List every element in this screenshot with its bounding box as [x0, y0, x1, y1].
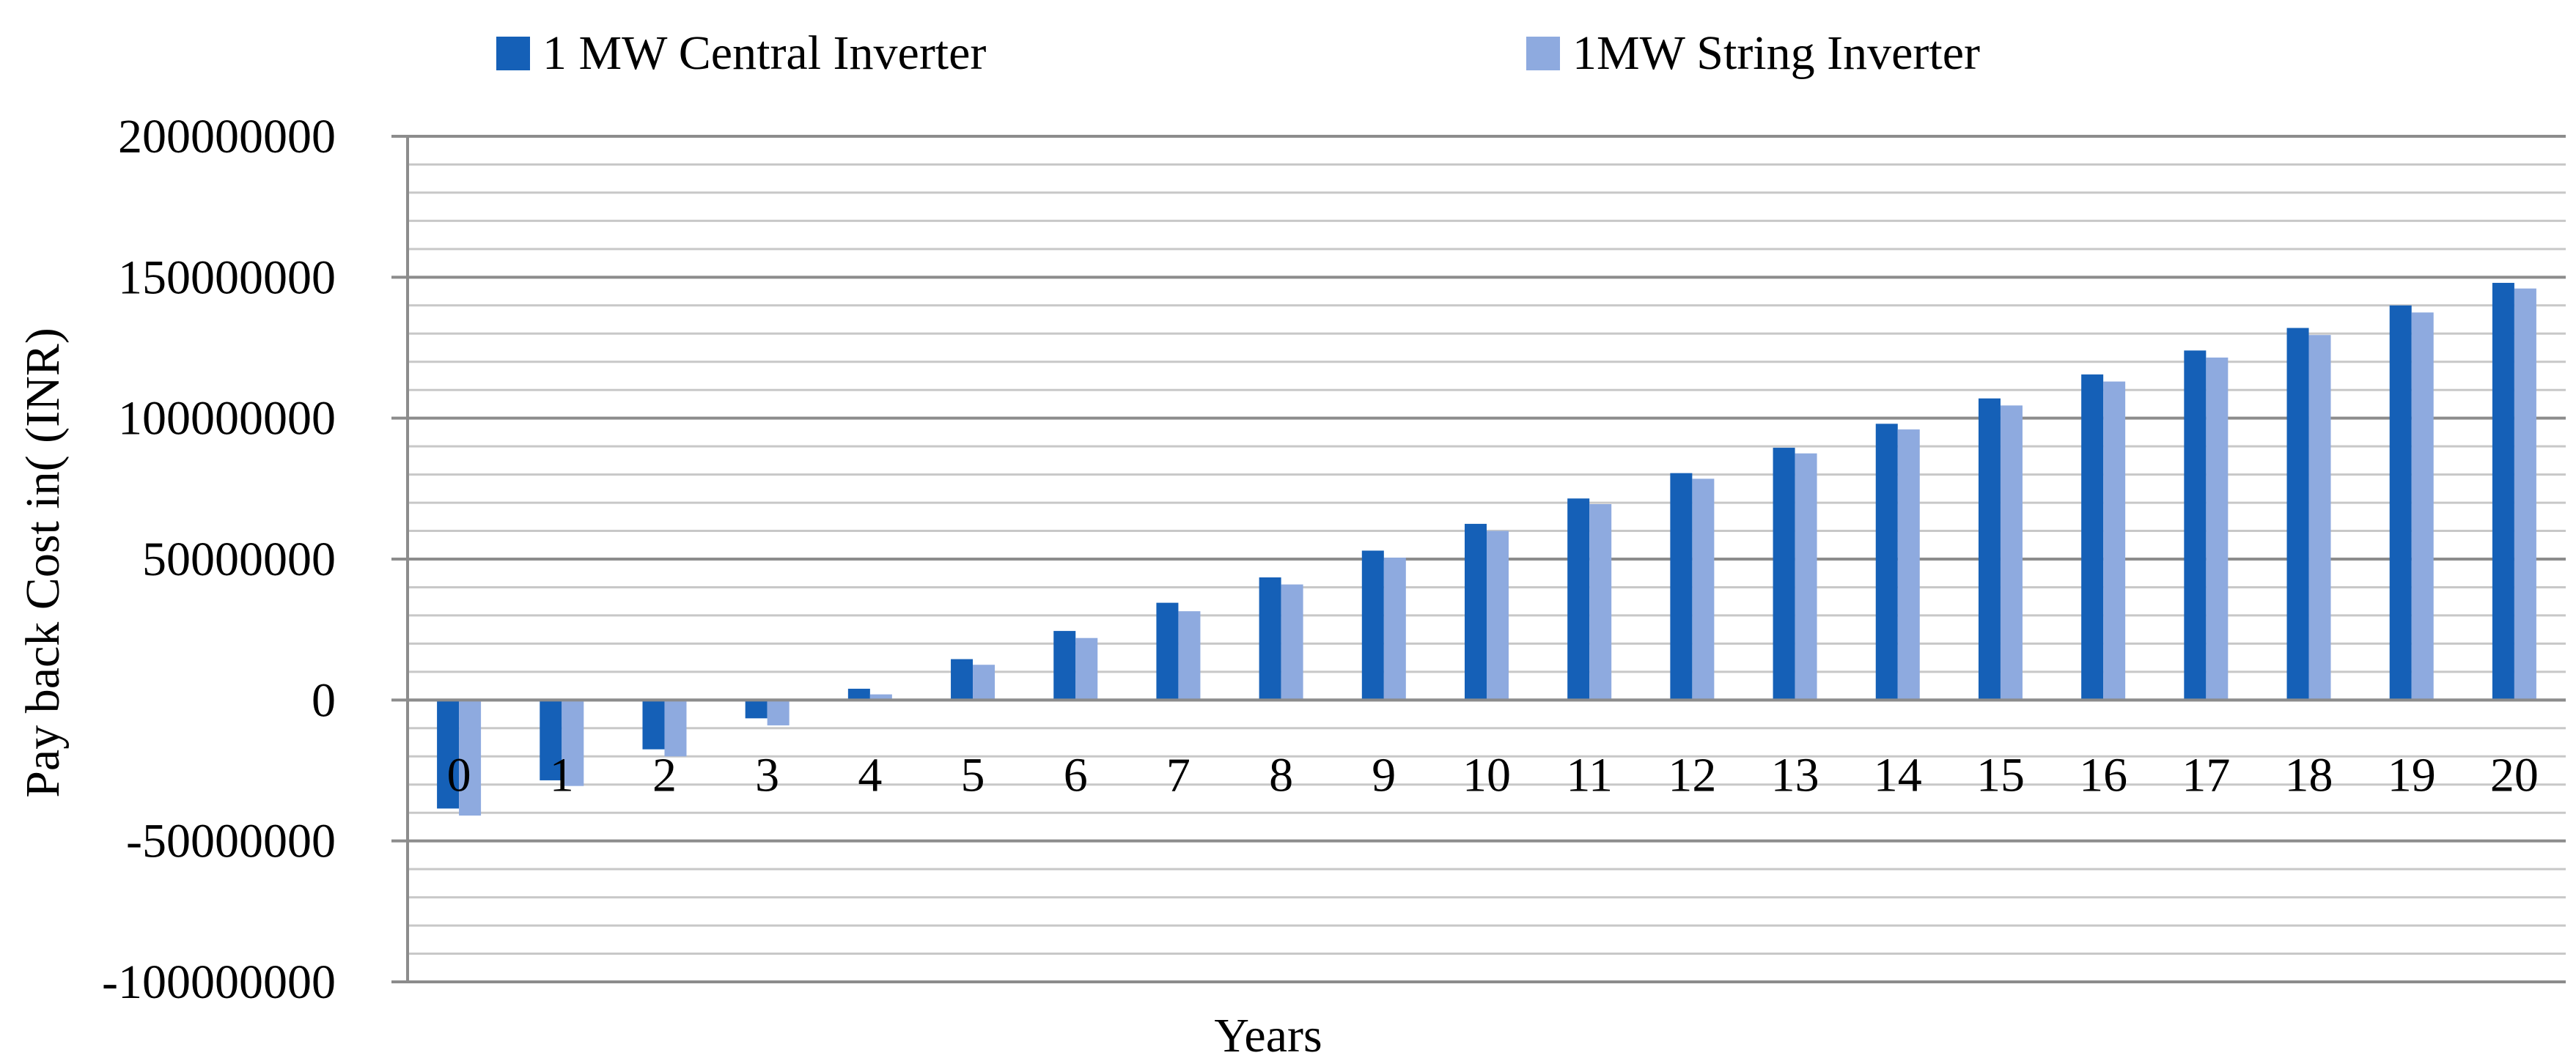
bar-central-year-6 — [1053, 631, 1076, 700]
bar-string-year-10 — [1487, 530, 1509, 700]
x-tick-label: 17 — [2182, 748, 2230, 802]
axes — [391, 135, 2566, 983]
bar-central-year-13 — [1773, 448, 1795, 700]
bar-central-year-12 — [1670, 473, 1693, 700]
bar-central-year-20 — [2492, 283, 2514, 700]
bar-string-year-5 — [973, 665, 996, 700]
x-tick-label: 4 — [858, 748, 882, 802]
x-tick-label: 1 — [550, 748, 574, 802]
bar-central-year-2 — [642, 700, 665, 750]
bar-string-year-1 — [562, 700, 584, 786]
bar-string-year-6 — [1075, 637, 1098, 700]
bar-central-year-19 — [2389, 305, 2412, 700]
bar-central-year-8 — [1259, 577, 1281, 700]
x-tick-label: 12 — [1668, 748, 1716, 802]
bar-string-year-17 — [2206, 357, 2229, 700]
y-tick-label: 100000000 — [118, 392, 336, 446]
y-axis-label: Pay back Cost in( (INR) — [16, 328, 70, 798]
y-tick-labels: 200000000 150000000 100000000 50000000 0 -500… — [102, 110, 336, 1009]
y-tick-label: 200000000 — [118, 110, 336, 163]
bar-central-year-1 — [540, 700, 562, 780]
bar-string-year-2 — [664, 700, 687, 757]
bar-string-year-16 — [2103, 381, 2126, 700]
x-tick-label: 19 — [2388, 748, 2436, 802]
bar-central-year-7 — [1156, 602, 1179, 700]
x-tick-label: 9 — [1372, 748, 1396, 802]
bar-string-year-14 — [1897, 429, 1920, 700]
bar-string-year-11 — [1589, 503, 1612, 700]
x-tick-label: 7 — [1166, 748, 1191, 802]
legend-label-central: 1 MW Central Inverter — [542, 26, 986, 80]
x-tick-label: 0 — [447, 748, 471, 802]
bar-central-year-4 — [847, 688, 870, 700]
x-tick-label: 11 — [1566, 748, 1613, 802]
bar-central-year-14 — [1875, 424, 1898, 700]
legend: 1 MW Central Inverter 1MW String Inverte… — [496, 26, 1980, 80]
y-tick-label: -100000000 — [102, 955, 336, 1009]
x-tick-label: 3 — [755, 748, 779, 802]
legend-swatch-string — [1526, 37, 1560, 70]
x-tick-label: 15 — [1976, 748, 2025, 802]
x-tick-labels: 0 1 2 3 4 5 6 7 8 9 10 11 12 13 14 15 16 17 18 19 20 — [447, 748, 2539, 802]
bar-string-year-0 — [459, 700, 482, 816]
bar-central-year-18 — [2286, 328, 2309, 700]
bar-string-year-19 — [2411, 312, 2434, 700]
x-tick-label: 6 — [1064, 748, 1088, 802]
bar-central-year-10 — [1465, 523, 1487, 700]
x-tick-label: 13 — [1771, 748, 1819, 802]
bar-central-year-5 — [951, 659, 974, 700]
x-tick-label: 14 — [1874, 748, 1922, 802]
bar-central-year-17 — [2184, 350, 2207, 700]
bar-string-year-8 — [1281, 584, 1303, 700]
x-tick-label: 8 — [1269, 748, 1293, 802]
x-tick-label: 2 — [652, 748, 677, 802]
x-tick-label: 10 — [1462, 748, 1511, 802]
y-tick-label: 50000000 — [142, 533, 336, 586]
bar-string-year-13 — [1795, 453, 1817, 700]
x-axis-label: Years — [1214, 1009, 1322, 1061]
bar-central-year-0 — [437, 700, 460, 809]
bar-central-year-16 — [2081, 374, 2104, 700]
bar-string-year-7 — [1178, 611, 1201, 700]
bar-string-year-15 — [2000, 405, 2023, 700]
x-tick-label: 5 — [961, 748, 985, 802]
y-tick-label: -50000000 — [126, 815, 336, 868]
bar-central-year-3 — [745, 700, 768, 719]
bar-string-year-18 — [2308, 335, 2331, 700]
y-tick-label: 0 — [312, 673, 336, 727]
bar-string-year-9 — [1383, 558, 1406, 700]
legend-swatch-central — [496, 37, 530, 70]
bar-central-year-11 — [1567, 498, 1590, 700]
x-tick-label: 18 — [2285, 748, 2333, 802]
legend-label-string: 1MW String Inverter — [1572, 26, 1980, 80]
x-tick-label: 16 — [2079, 748, 2127, 802]
x-tick-label: 20 — [2490, 748, 2539, 802]
bar-central-year-15 — [1978, 398, 2001, 700]
bars — [437, 283, 2536, 816]
bar-string-year-20 — [2514, 288, 2536, 700]
bar-string-year-3 — [767, 700, 790, 725]
bar-string-year-4 — [869, 694, 892, 700]
bar-string-year-12 — [1692, 478, 1715, 700]
bar-central-year-9 — [1361, 550, 1384, 700]
y-tick-label: 150000000 — [118, 251, 336, 304]
